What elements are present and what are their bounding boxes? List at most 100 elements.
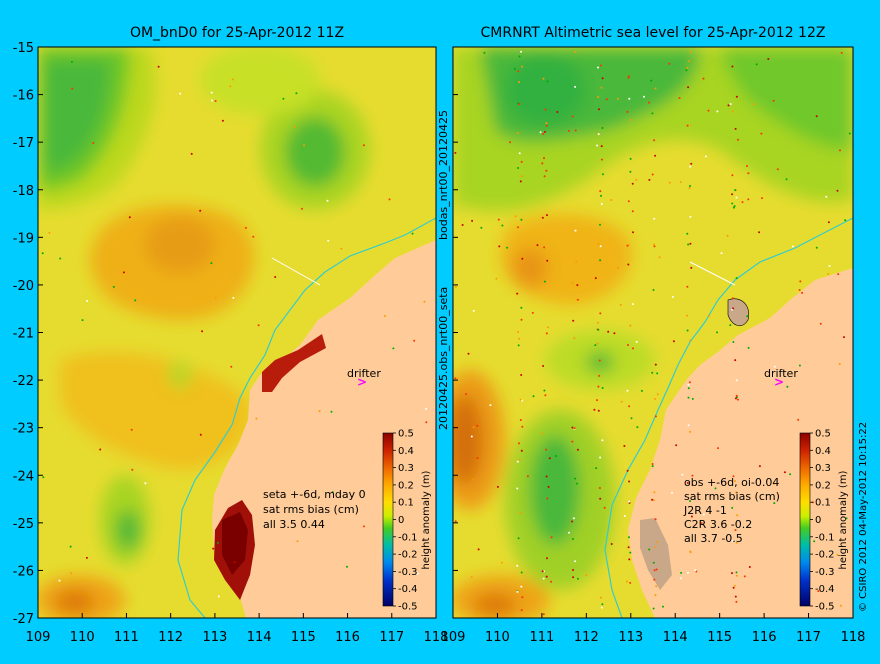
observation-point [532,395,535,398]
observation-point [331,491,334,494]
observation-point [600,158,603,161]
observation-point [556,111,559,113]
observation-point [630,417,633,420]
y-tick-label: -15 [13,41,34,56]
observation-point [700,522,703,525]
observation-point [301,207,303,210]
observation-point [836,189,839,192]
observation-point [212,547,215,550]
observation-point [546,259,549,262]
observation-point [620,400,623,403]
right-bay-shallows [640,518,672,590]
observation-point [819,322,822,325]
left-map-panel: drifter > seta +-6d, mday 0 sat rms bias… [37,25,437,619]
observation-point [229,85,232,88]
observation-point [476,457,479,460]
observation-point [597,133,600,136]
observation-point [179,92,182,95]
observation-point [574,50,577,53]
observation-point [651,371,654,374]
observation-point [689,165,692,168]
observation-point [837,273,840,276]
observation-point [731,539,734,542]
observation-point [599,190,602,193]
observation-point [605,98,608,101]
observation-point [518,81,520,84]
observation-point [827,221,830,224]
x-tick-label: 115 [707,630,732,645]
observation-point [752,103,755,106]
observation-point [626,110,629,113]
observation-point [732,475,735,478]
observation-point [798,364,801,367]
observation-point [296,540,299,543]
observation-point [517,226,520,229]
observation-point [516,460,519,463]
observation-point [691,474,694,477]
observation-point [773,502,776,505]
observation-point [704,155,707,158]
observation-point [651,463,654,465]
observation-point [231,78,234,81]
observation-point [42,476,45,479]
observation-point [520,50,522,53]
right-island [727,298,750,327]
observation-point [326,199,329,202]
observation-point [654,87,657,90]
observation-point [516,487,519,490]
observation-point [545,332,548,335]
observation-point [282,97,285,100]
observation-point [544,394,547,397]
observation-point [702,513,705,516]
observation-point [506,246,509,249]
observation-point [628,480,631,483]
observation-point [629,119,632,121]
observation-point [596,321,599,324]
observation-point [454,151,457,154]
observation-point [735,574,738,577]
left-coastal-anomaly [214,334,326,600]
left-annotation: seta +-6d, mday 0 sat rms bias (cm) all … [263,488,366,531]
observation-point [573,337,576,340]
colorbar-tick-label: -0.3 [398,567,418,578]
observation-point [543,175,546,178]
observation-point [571,440,574,443]
observation-point [600,202,603,205]
observation-point [595,467,598,470]
x-tick-label: 112 [574,630,599,645]
y-tick-label: -26 [13,564,34,579]
observation-point [472,478,475,481]
observation-point [627,263,630,266]
observation-point [635,178,638,181]
observation-point [461,224,464,226]
observation-point [425,407,428,410]
x-tick-label: 114 [663,630,688,645]
observation-point [733,205,736,208]
observation-point [690,50,692,53]
observation-point [92,142,95,144]
right-annotation-line-5: all 3.7 -0.5 [684,532,743,545]
observation-point [707,109,710,112]
observation-point [671,491,673,494]
observation-point [519,511,522,514]
observation-point [731,193,734,196]
observation-point [303,144,305,147]
observation-point [680,571,683,574]
observation-point [734,480,736,482]
observation-point [550,536,553,539]
observation-point [648,178,651,181]
observation-point [416,572,419,575]
observation-point [688,381,691,384]
observation-point [716,331,718,334]
observation-point [785,178,788,181]
colorbar-tick-label: -0.1 [398,532,418,543]
observation-point [686,232,689,235]
observation-point [600,194,602,197]
observation-point [687,396,690,399]
observation-point [293,125,296,128]
observation-point [131,468,134,471]
y-tick-label: -24 [13,469,34,484]
observation-point [799,280,802,283]
observation-point [654,363,657,366]
observation-point [85,556,88,559]
